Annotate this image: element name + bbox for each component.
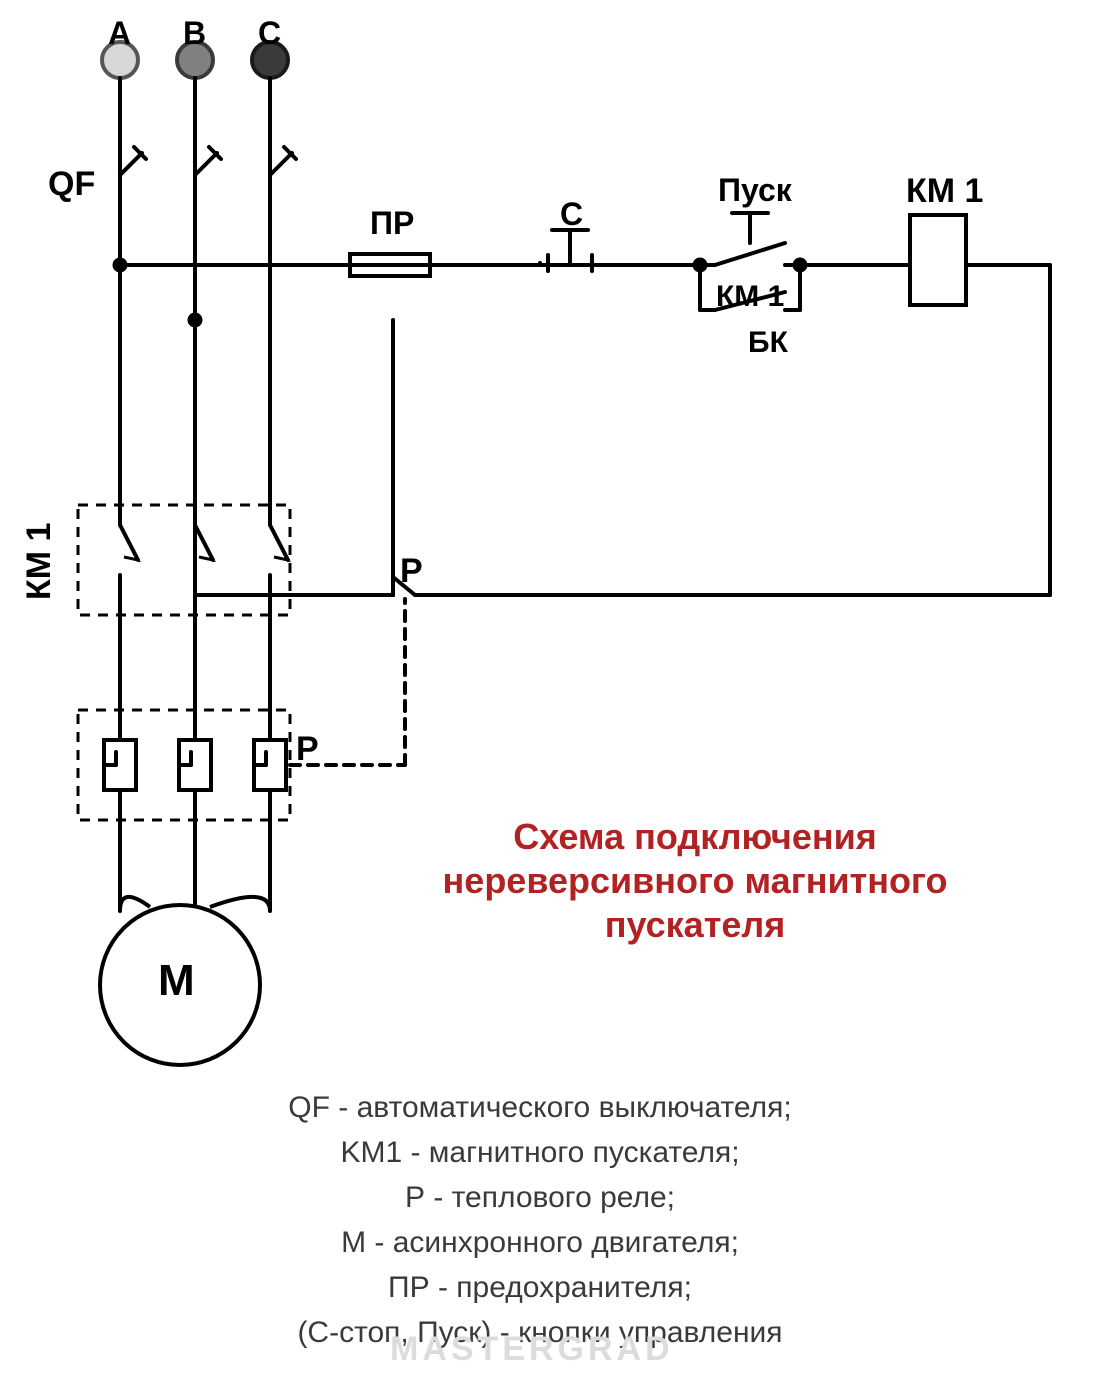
- title-line-1: Схема подключения: [390, 815, 1000, 859]
- km1-main-label: КМ 1: [20, 523, 59, 600]
- watermark: MASTERGRAD: [390, 1330, 674, 1369]
- legend-line-5: ПР - предохранителя;: [150, 1265, 930, 1310]
- qf-label: QF: [48, 165, 95, 204]
- stop-label: С: [560, 196, 583, 233]
- legend: QF - автоматического выключателя; KM1 - …: [150, 1085, 930, 1355]
- bk-label: БК: [748, 326, 788, 360]
- phase-C-label: C: [258, 15, 281, 52]
- motor-label: М: [158, 956, 195, 1006]
- title-line-3: пускателя: [390, 903, 1000, 947]
- start-label: Пуск: [718, 172, 792, 209]
- p-control-label: Р: [400, 552, 423, 591]
- diagram-title: Схема подключения нереверсивного магнитн…: [390, 815, 1000, 947]
- legend-line-4: М - асинхронного двигателя;: [150, 1220, 930, 1265]
- km1-aux-label: КМ 1: [716, 280, 784, 314]
- legend-line-1: QF - автоматического выключателя;: [150, 1085, 930, 1130]
- title-line-2: нереверсивного магнитного: [390, 859, 1000, 903]
- legend-line-2: KM1 - магнитного пускателя;: [150, 1130, 930, 1175]
- legend-line-3: Р - теплового реле;: [150, 1175, 930, 1220]
- phase-B-label: B: [183, 15, 206, 52]
- p-power-label: Р: [296, 730, 319, 769]
- diagram-canvas: { "meta": { "width": 1098, "height": 138…: [0, 0, 1098, 1380]
- phase-A-label: A: [108, 15, 131, 52]
- pr-label: ПР: [370, 205, 414, 242]
- km1-coil-label: КМ 1: [906, 172, 983, 211]
